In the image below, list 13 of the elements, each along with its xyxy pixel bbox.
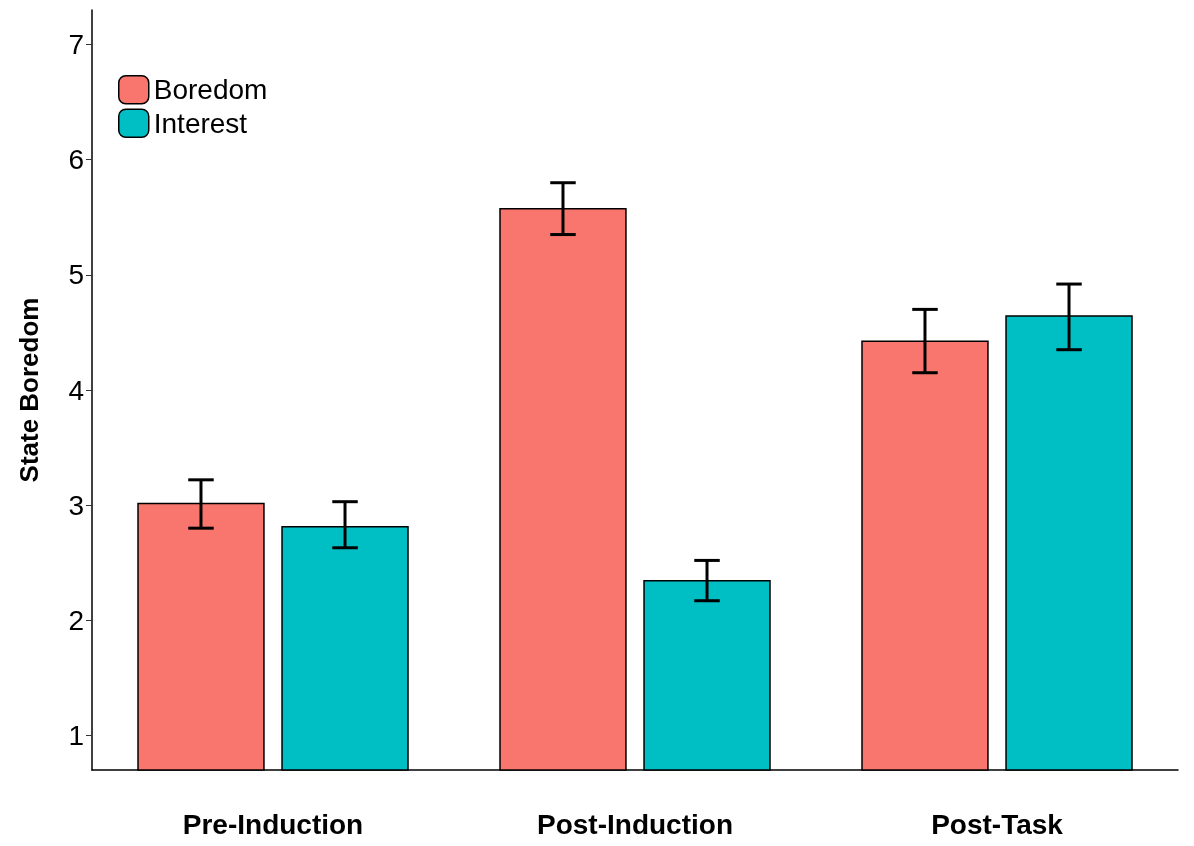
y-axis-title: State Boredom	[14, 297, 44, 483]
y-tick-label: 6	[68, 144, 84, 176]
y-tick-label: 4	[68, 374, 84, 406]
y-tick-label: 7	[68, 29, 84, 61]
legend-label: Interest	[153, 107, 248, 139]
y-tick-label: 5	[68, 259, 84, 291]
y-tick-label: 3	[68, 489, 84, 521]
legend-label: Boredom	[153, 74, 268, 106]
y-tick-label: 1	[68, 719, 84, 751]
y-tick-label: 2	[68, 604, 84, 636]
x-tick-label: Pre-Induction	[182, 808, 364, 840]
x-tick-label: Post-Induction	[537, 808, 733, 840]
x-tick-label: Post-Task	[931, 808, 1064, 840]
